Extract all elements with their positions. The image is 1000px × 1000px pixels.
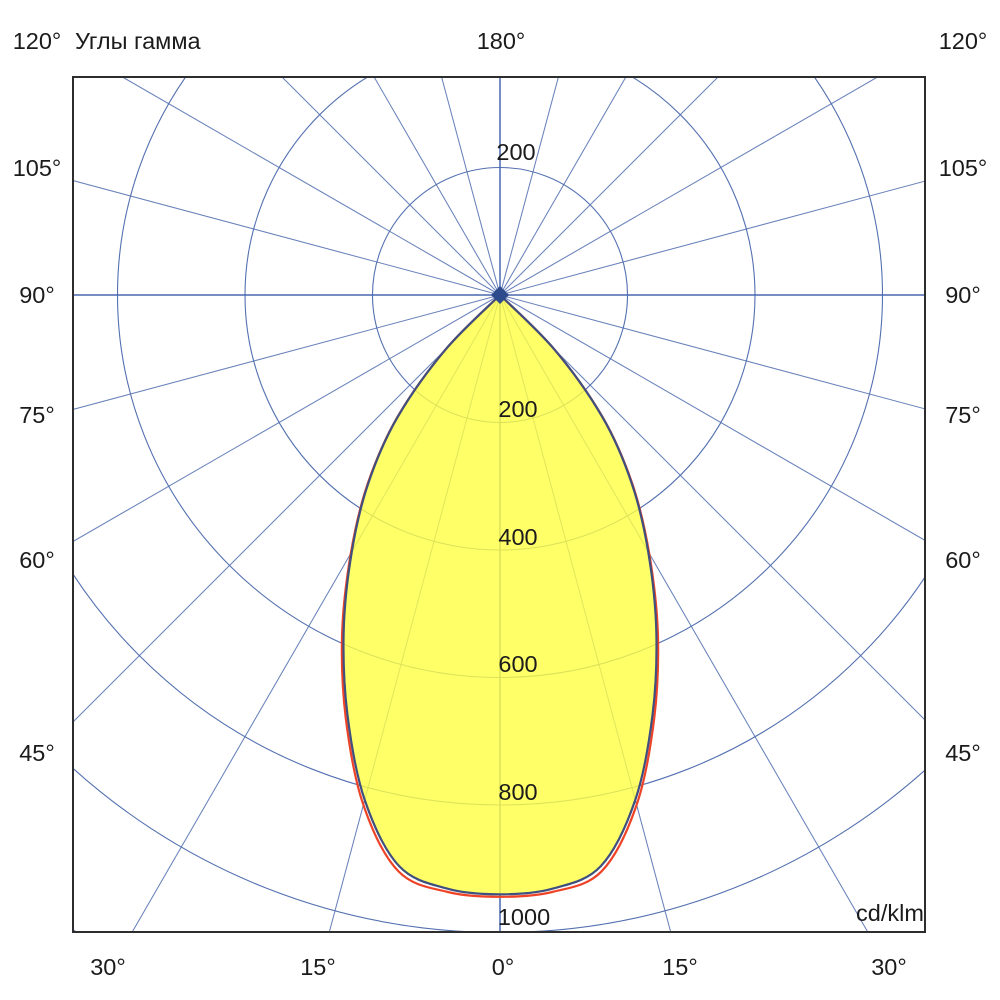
gamma-angle-label-left: 120° bbox=[13, 28, 62, 54]
gamma-angle-label-left: 60° bbox=[19, 547, 55, 573]
grid-ray bbox=[499, 180, 925, 296]
grid-ray bbox=[73, 294, 501, 723]
gamma-angle-label-left: 75° bbox=[19, 402, 55, 428]
unit-label: cd/klm bbox=[856, 900, 924, 926]
gamma-angle-label-right: 105° bbox=[939, 155, 988, 181]
intensity-value-label: 200 bbox=[498, 396, 537, 422]
gamma-angle-label-left: 45° bbox=[19, 740, 55, 766]
grid-ray bbox=[499, 77, 559, 296]
intensity-value-label: 800 bbox=[498, 779, 537, 805]
gamma-angle-label-bottom: 30° bbox=[90, 954, 126, 980]
gamma-angle-label-top: 180° bbox=[477, 28, 526, 54]
gamma-angle-label-bottom: 0° bbox=[492, 954, 514, 980]
gamma-angle-label-right: 60° bbox=[945, 547, 981, 573]
intensity-value-label: 400 bbox=[498, 524, 537, 550]
grid-ray bbox=[499, 77, 879, 296]
gamma-angle-label-right: 75° bbox=[945, 402, 981, 428]
gamma-angle-label-bottom: 15° bbox=[662, 954, 698, 980]
grid-ray bbox=[499, 77, 719, 296]
grid-ray bbox=[373, 77, 501, 296]
grid-ray bbox=[73, 294, 501, 410]
intensity-value-label: 1000 bbox=[498, 904, 550, 930]
beam-fill bbox=[343, 295, 657, 895]
intensity-curve-navy bbox=[342, 293, 658, 896]
grid-ray bbox=[499, 294, 925, 541]
grid-ray bbox=[73, 294, 501, 543]
grid-ray bbox=[499, 77, 627, 296]
intensity-value-label: 200 bbox=[496, 139, 535, 165]
grid-ray bbox=[441, 77, 501, 296]
gamma-angle-label-left: 90° bbox=[19, 282, 55, 308]
grid-ray bbox=[121, 77, 501, 296]
gamma-angle-label-right: 45° bbox=[945, 740, 981, 766]
center-marker bbox=[491, 286, 509, 304]
gamma-angle-label-bottom: 30° bbox=[871, 954, 907, 980]
gamma-angle-label-left: 105° bbox=[13, 155, 62, 181]
plot-border bbox=[72, 76, 926, 933]
gamma-angle-label-bottom: 15° bbox=[300, 954, 336, 980]
grid-ray bbox=[73, 180, 501, 296]
grid-ray bbox=[281, 77, 501, 296]
labels: 120° 105° 90° 75° 60° 45° 120° 105° 90° 75° 60° 45°… bbox=[13, 28, 988, 980]
gamma-angle-label-right: 120° bbox=[939, 28, 988, 54]
grid-ray bbox=[499, 294, 925, 410]
gamma-angle-label-right: 90° bbox=[945, 282, 981, 308]
chart-title: Углы гамма bbox=[75, 28, 201, 54]
intensity-value-label: 600 bbox=[498, 651, 537, 677]
